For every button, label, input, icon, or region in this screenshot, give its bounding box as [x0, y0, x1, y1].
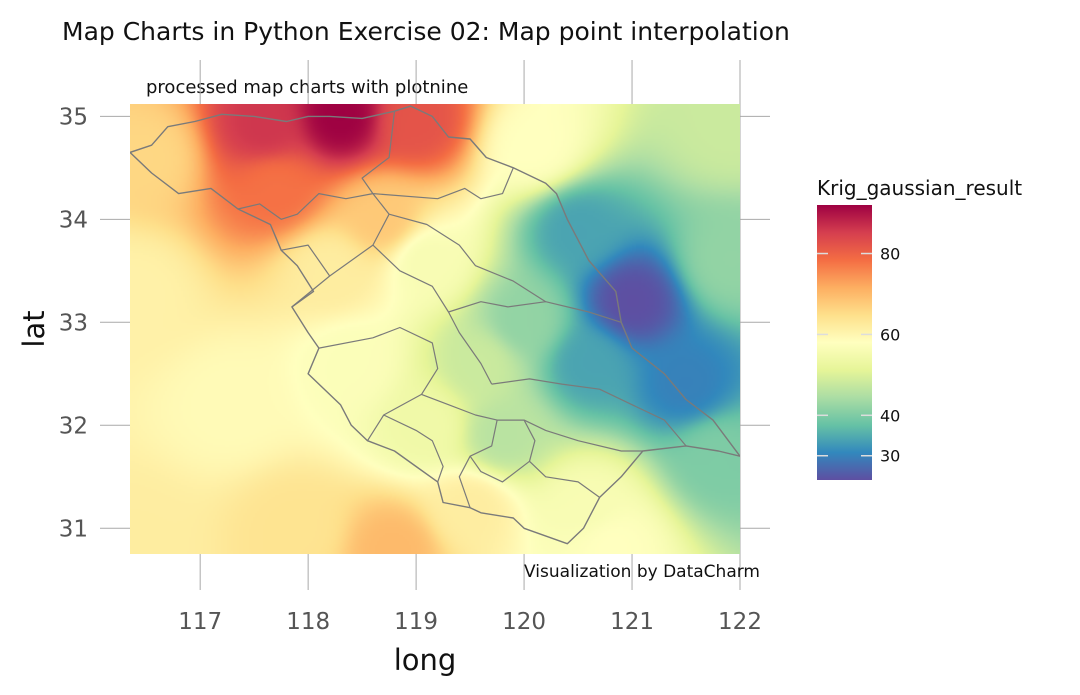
x-tick-label: 117: [178, 609, 222, 635]
y-tick-label: 31: [59, 516, 88, 542]
city-boundary: [372, 167, 514, 200]
x-tick-label: 122: [718, 609, 762, 635]
city-boundary: [281, 244, 331, 277]
y-tick-label: 33: [59, 310, 88, 336]
legend-ticks: 30 40 60 80: [817, 245, 900, 466]
legend-colorbar: [817, 205, 872, 480]
region-boundaries: [130, 105, 740, 545]
x-tick-label: 121: [610, 609, 654, 635]
city-boundary: [448, 301, 546, 313]
y-tick-label: 35: [59, 104, 88, 130]
axis-ticks: 117 118 119 120 121 122 31 32 33 34 35: [59, 104, 762, 635]
city-boundary: [523, 419, 600, 498]
city-boundary: [237, 193, 374, 220]
interpolation-raster: [130, 104, 740, 554]
legend-tick-label: 30: [880, 447, 900, 466]
legend-tick-label: 80: [880, 245, 900, 264]
chart-caption: Visualization by DataCharm: [524, 562, 760, 582]
color-legend: Krig_gaussian_result 30 40 60 80: [817, 176, 1022, 480]
legend-title: Krig_gaussian_result: [817, 176, 1022, 200]
chart-title: Map Charts in Python Exercise 02: Map po…: [62, 17, 790, 46]
x-tick-label: 119: [394, 609, 438, 635]
city-boundary: [318, 326, 439, 442]
chart-subtitle: processed map charts with plotnine: [146, 77, 468, 98]
y-tick-label: 34: [59, 207, 88, 233]
city-boundary: [383, 414, 444, 483]
city-boundary: [388, 213, 622, 323]
city-boundary: [491, 378, 687, 447]
y-tick-label: 32: [59, 413, 88, 439]
x-axis-title: long: [394, 643, 457, 677]
city-boundary: [291, 111, 396, 308]
plot-panel: [130, 104, 740, 554]
x-tick-label: 120: [502, 609, 546, 635]
city-boundary: [469, 455, 530, 483]
x-tick-label: 118: [286, 609, 330, 635]
legend-tick-label: 40: [880, 406, 900, 425]
legend-tick-label: 60: [880, 325, 900, 344]
y-axis-title: lat: [17, 310, 51, 347]
